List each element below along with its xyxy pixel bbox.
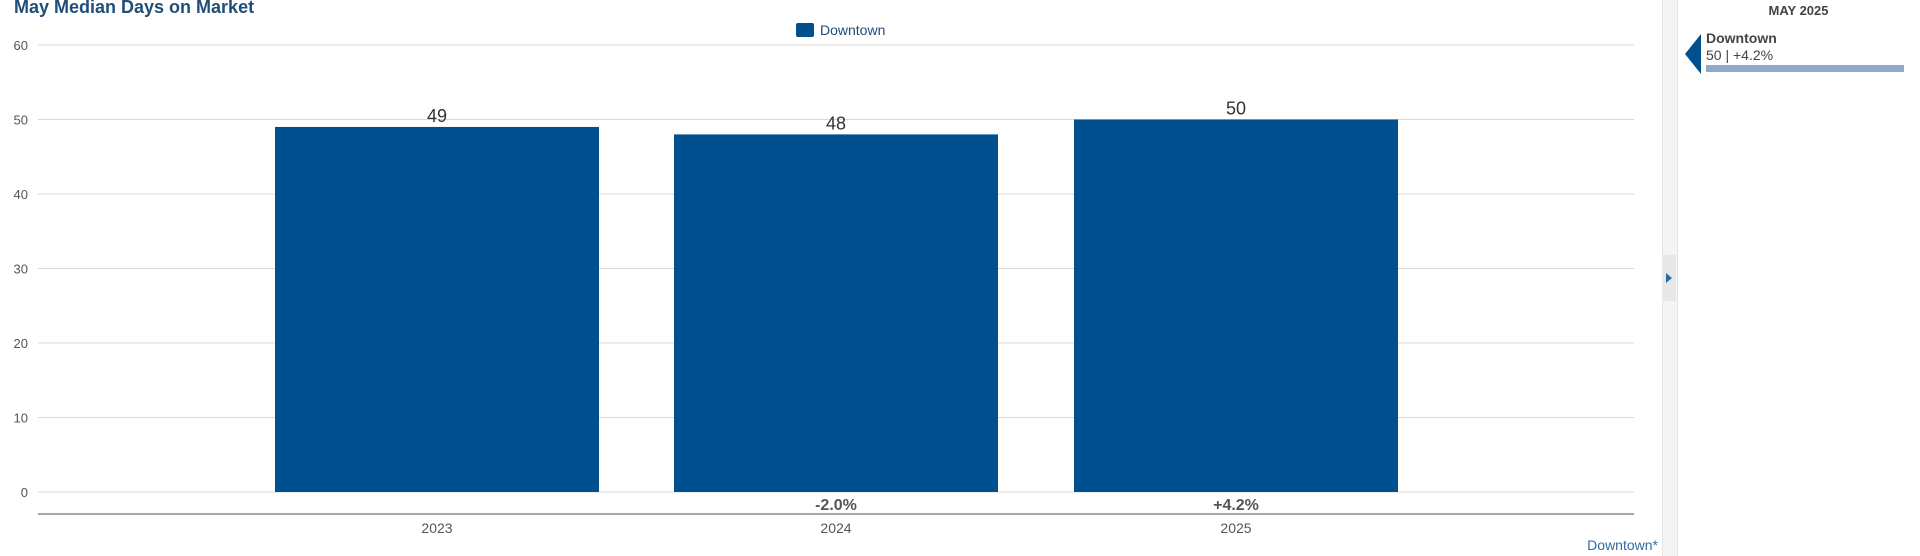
x-tick-label: 2025: [1220, 520, 1251, 536]
change-label: +4.2%: [1213, 497, 1259, 514]
x-tick-label: 2024: [820, 520, 851, 536]
y-tick-label: 10: [14, 411, 28, 426]
y-tick-label: 30: [14, 262, 28, 277]
change-label: -2.0%: [815, 497, 857, 514]
footnote: Downtown*: [1587, 537, 1658, 553]
legend-label: Downtown: [820, 22, 886, 38]
bar-value-label: 50: [1226, 99, 1246, 119]
bar: [1074, 119, 1398, 492]
bar: [275, 126, 599, 492]
pointer-icon: [1685, 34, 1701, 74]
y-tick-label: 20: [14, 336, 28, 351]
legend[interactable]: Downtown: [796, 22, 885, 38]
bar-value-label: 48: [826, 113, 846, 133]
side-panel-name[interactable]: Downtown: [1706, 30, 1777, 46]
x-tick-label: 2023: [421, 520, 452, 536]
bar-chart: 0 10 20 30 40 50 60 49 2023 48 -2.0% 2024 50 +4.2% 202…: [14, 38, 1634, 536]
y-tick-label: 40: [14, 187, 28, 202]
bar: [674, 134, 998, 492]
bar-value-label: 49: [427, 106, 447, 126]
side-panel-bar: [1706, 65, 1904, 72]
side-panel-value: 50 | +4.2%: [1706, 47, 1774, 63]
chevron-right-icon: [1666, 273, 1672, 283]
collapse-panel-toggle[interactable]: [1662, 255, 1676, 301]
y-tick-label: 60: [14, 38, 28, 53]
legend-swatch: [796, 23, 814, 37]
side-panel: MAY 2025 Downtown 50 | +4.2%: [1677, 0, 1920, 556]
y-tick-label: 50: [14, 113, 28, 128]
side-panel-period: MAY 2025: [1768, 3, 1829, 18]
chart-title: May Median Days on Market: [14, 0, 255, 17]
y-tick-label: 0: [21, 485, 28, 500]
